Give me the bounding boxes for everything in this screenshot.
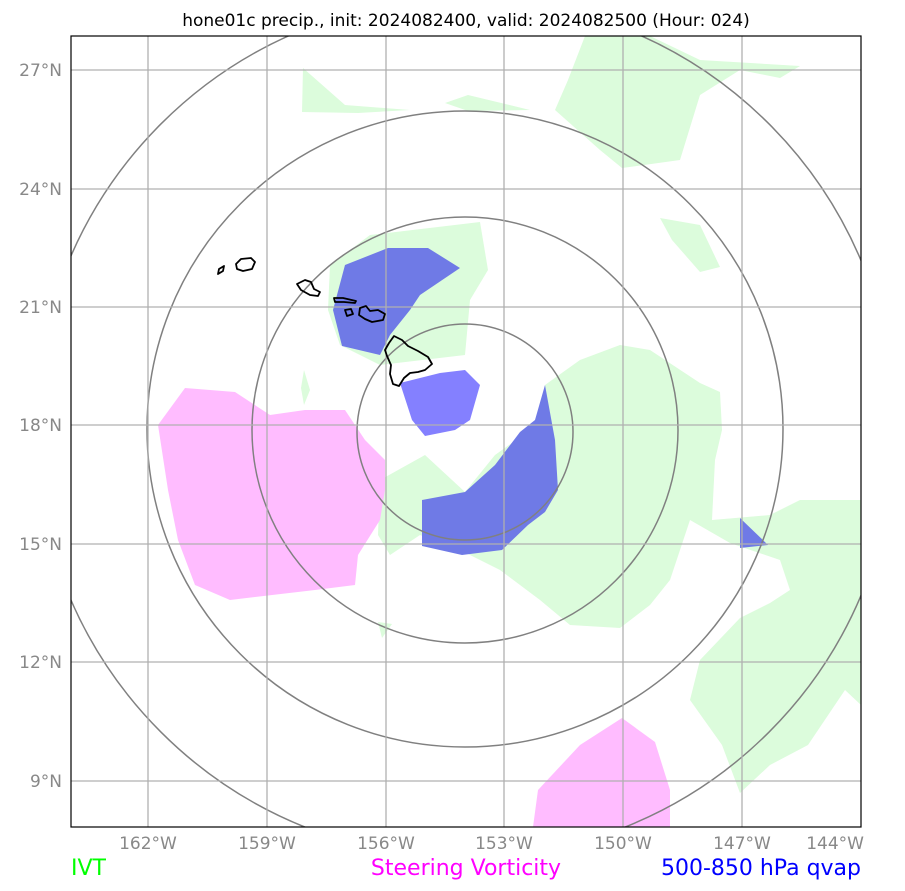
ivt-region — [660, 218, 720, 272]
plot-area — [71, 36, 861, 827]
lon-label: 162°W — [119, 834, 177, 854]
range-rings — [71, 36, 861, 827]
vorticity-region — [533, 718, 670, 827]
lon-label: 153°W — [475, 834, 533, 854]
legend-ivt: IVT — [71, 856, 107, 881]
lon-label: 147°W — [713, 834, 771, 854]
lon-label: 144°W — [806, 834, 864, 854]
legend-qvap: 500-850 hPa qvap — [661, 856, 861, 881]
lat-label: 27°N — [19, 61, 62, 81]
ivt-region — [302, 68, 410, 113]
lon-labels: 162°W 159°W 156°W 153°W 150°W 147°W 144°… — [119, 834, 864, 854]
legend: IVT Steering Vorticity 500-850 hPa qvap — [71, 856, 861, 881]
lon-label: 156°W — [357, 834, 415, 854]
vorticity-regions — [158, 388, 670, 827]
qvap-regions — [333, 248, 768, 555]
range-ring — [251, 216, 679, 644]
island-kauai — [235, 257, 256, 272]
qvap-region — [400, 370, 480, 436]
lon-label: 159°W — [238, 834, 296, 854]
range-ring — [146, 110, 784, 748]
island-niihau — [217, 265, 225, 275]
vorticity-region — [158, 388, 385, 600]
ivt-region — [301, 370, 310, 405]
island-hawaii — [384, 335, 433, 387]
ivt-region — [555, 36, 800, 168]
qvap-region — [333, 248, 460, 355]
island-maui — [358, 305, 386, 323]
map-title: hone01c precip., init: 2024082400, valid… — [182, 11, 750, 31]
lat-label: 15°N — [19, 535, 62, 555]
island-lanai — [344, 308, 354, 317]
ivt-regions — [301, 36, 861, 793]
plot-frame — [70, 35, 862, 828]
lon-label: 150°W — [594, 834, 652, 854]
qvap-region — [422, 385, 558, 555]
lat-label: 12°N — [19, 653, 62, 673]
lat-label: 24°N — [19, 180, 62, 200]
ivt-region — [378, 345, 861, 793]
ivt-region — [445, 95, 530, 111]
lat-labels: 27°N 24°N 21°N 18°N 15°N 12°N 9°N — [19, 61, 62, 792]
graticule — [71, 36, 861, 827]
island-oahu — [296, 279, 321, 297]
lat-label: 9°N — [30, 772, 62, 792]
lat-label: 21°N — [19, 298, 62, 318]
legend-steering-vorticity: Steering Vorticity — [371, 856, 561, 881]
range-ring — [356, 323, 574, 541]
lat-label: 18°N — [19, 416, 62, 436]
hawaiian-islands — [217, 257, 433, 387]
qvap-region — [740, 518, 768, 548]
island-molokai — [333, 297, 357, 304]
